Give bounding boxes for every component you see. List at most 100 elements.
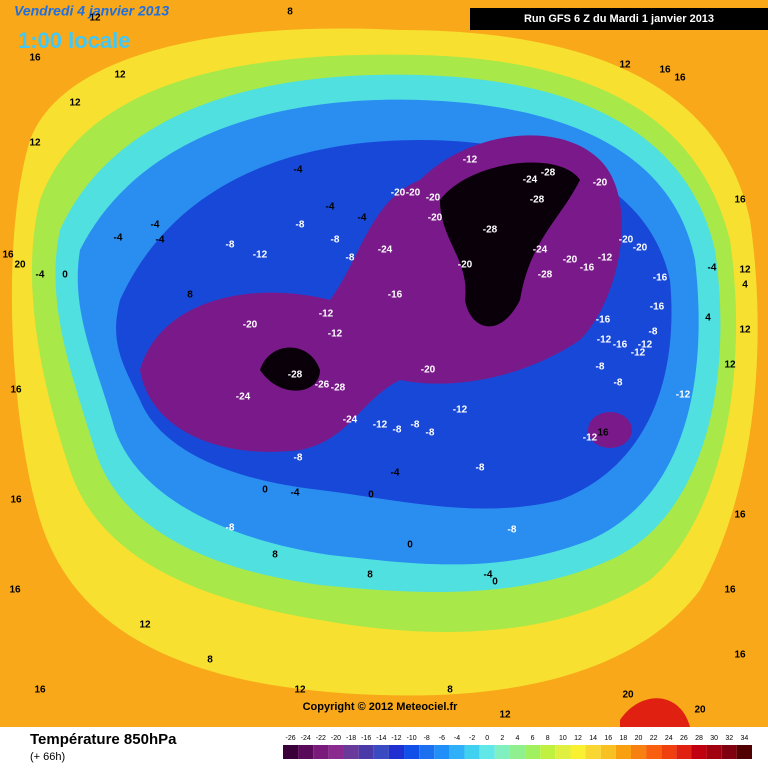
contour-label: -8 [476, 463, 485, 474]
contour-label: 0 [492, 577, 498, 588]
legend-swatch [464, 745, 480, 759]
contour-label: -24 [378, 245, 393, 256]
zone-frigid [588, 412, 632, 448]
legend-tick-label: 34 [741, 735, 749, 742]
legend-swatch [298, 745, 314, 759]
legend-swatch [646, 745, 662, 759]
contour-label: -12 [463, 155, 478, 166]
run-box [470, 8, 768, 30]
contour-label: 16 [597, 428, 609, 439]
date: Vendredi 4 janvier 2013 [14, 3, 169, 19]
legend-tick-label: -16 [361, 735, 371, 742]
legend-swatch [449, 745, 465, 759]
legend-tick-label: -8 [424, 735, 430, 742]
contour-label: -24 [236, 392, 251, 403]
contour-label: 12 [139, 620, 151, 631]
contour-label: -4 [291, 488, 300, 499]
contour-label: -8 [426, 428, 435, 439]
contour-label: -16 [580, 263, 595, 274]
contour-label: -4 [156, 235, 165, 246]
legend-tick-label: 14 [589, 735, 597, 742]
contour-label: -28 [483, 225, 498, 236]
contour-label: 8 [187, 290, 193, 301]
legend-tick-label: 30 [710, 735, 718, 742]
legend-swatch [343, 745, 359, 759]
legend-tick-label: 10 [559, 735, 567, 742]
legend-swatch [419, 745, 435, 759]
contour-label: -24 [523, 175, 538, 186]
legend-tick-label: 12 [574, 735, 582, 742]
contour-label: -24 [533, 245, 548, 256]
legend-tick-label: 16 [604, 735, 612, 742]
contour-label: -4 [484, 570, 493, 581]
contour-label: -12 [319, 309, 334, 320]
contour-label: -16 [653, 273, 668, 284]
legend-swatch [721, 745, 737, 759]
contour-label: -8 [596, 362, 605, 373]
contour-label: -12 [453, 405, 468, 416]
contour-label: -28 [530, 195, 545, 206]
contour-label: 16 [659, 65, 671, 76]
contour-label: -28 [288, 370, 303, 381]
legend-swatch [313, 745, 329, 759]
run: Run GFS 6 Z du Mardi 1 janvier 2013 [524, 13, 714, 25]
contour-label: 12 [29, 138, 41, 149]
legend-tick-label: -12 [391, 735, 401, 742]
legend-tick-label: -26 [286, 735, 296, 742]
contour-label: 8 [272, 550, 278, 561]
contour-label: 16 [674, 73, 686, 84]
legend-swatch [630, 745, 647, 759]
contour-label: -20 [428, 213, 443, 224]
contour-label: -8 [508, 525, 517, 536]
legend-tick-label: 8 [546, 735, 550, 742]
contour-label: -12 [583, 433, 598, 444]
legend-swatch [328, 745, 344, 759]
contour-label: -12 [638, 340, 653, 351]
zone-extreme [260, 162, 580, 391]
zone-hot [620, 698, 690, 727]
contour-label: 12 [69, 98, 81, 109]
legend-tick-label: -22 [316, 735, 326, 742]
legend-tick-label: -18 [346, 735, 356, 742]
legend-tick-label: -14 [376, 735, 386, 742]
contour-label: -28 [538, 270, 553, 281]
contour-label: -16 [613, 340, 628, 351]
contour-label: -8 [411, 420, 420, 431]
legend-swatch [555, 745, 571, 759]
contour-label: -20 [426, 193, 441, 204]
footer-title: Température 850hPa [30, 731, 177, 748]
legend-tick-label: 22 [650, 735, 658, 742]
legend-swatch [373, 745, 389, 759]
legend-tick-label: -6 [439, 735, 445, 742]
contour-label: -4 [326, 202, 335, 213]
contour-label: -16 [596, 315, 611, 326]
contour-label: 12 [724, 360, 736, 371]
contour-label: 0 [262, 485, 268, 496]
legend-swatch [600, 745, 616, 759]
contour-label: -8 [649, 327, 658, 338]
contour-label: 16 [29, 53, 41, 64]
legend-swatch [540, 745, 556, 759]
legend-tick-label: -10 [407, 735, 417, 742]
legend-tick-label: 32 [725, 735, 733, 742]
contour-label: -20 [421, 365, 436, 376]
legend-swatch [509, 745, 526, 759]
contour-label: 16 [34, 685, 46, 696]
contour-label: 16 [2, 250, 14, 261]
contour-label: -4 [358, 213, 367, 224]
contour-label: -20 [563, 255, 578, 266]
contour-label: 12 [114, 70, 126, 81]
contour-label: -4 [36, 270, 45, 281]
contour-label: 20 [14, 260, 26, 271]
contour-label: -4 [114, 233, 123, 244]
legend-tick-label: 6 [531, 735, 535, 742]
legend-swatch [494, 745, 510, 759]
legend-tick-label: 26 [680, 735, 688, 742]
legend-swatch [388, 745, 405, 759]
legend-swatch [283, 745, 299, 759]
legend-swatch [434, 745, 450, 759]
contour-label: 16 [9, 585, 21, 596]
legend-tick-label: 20 [635, 735, 643, 742]
contour-label: -8 [346, 253, 355, 264]
